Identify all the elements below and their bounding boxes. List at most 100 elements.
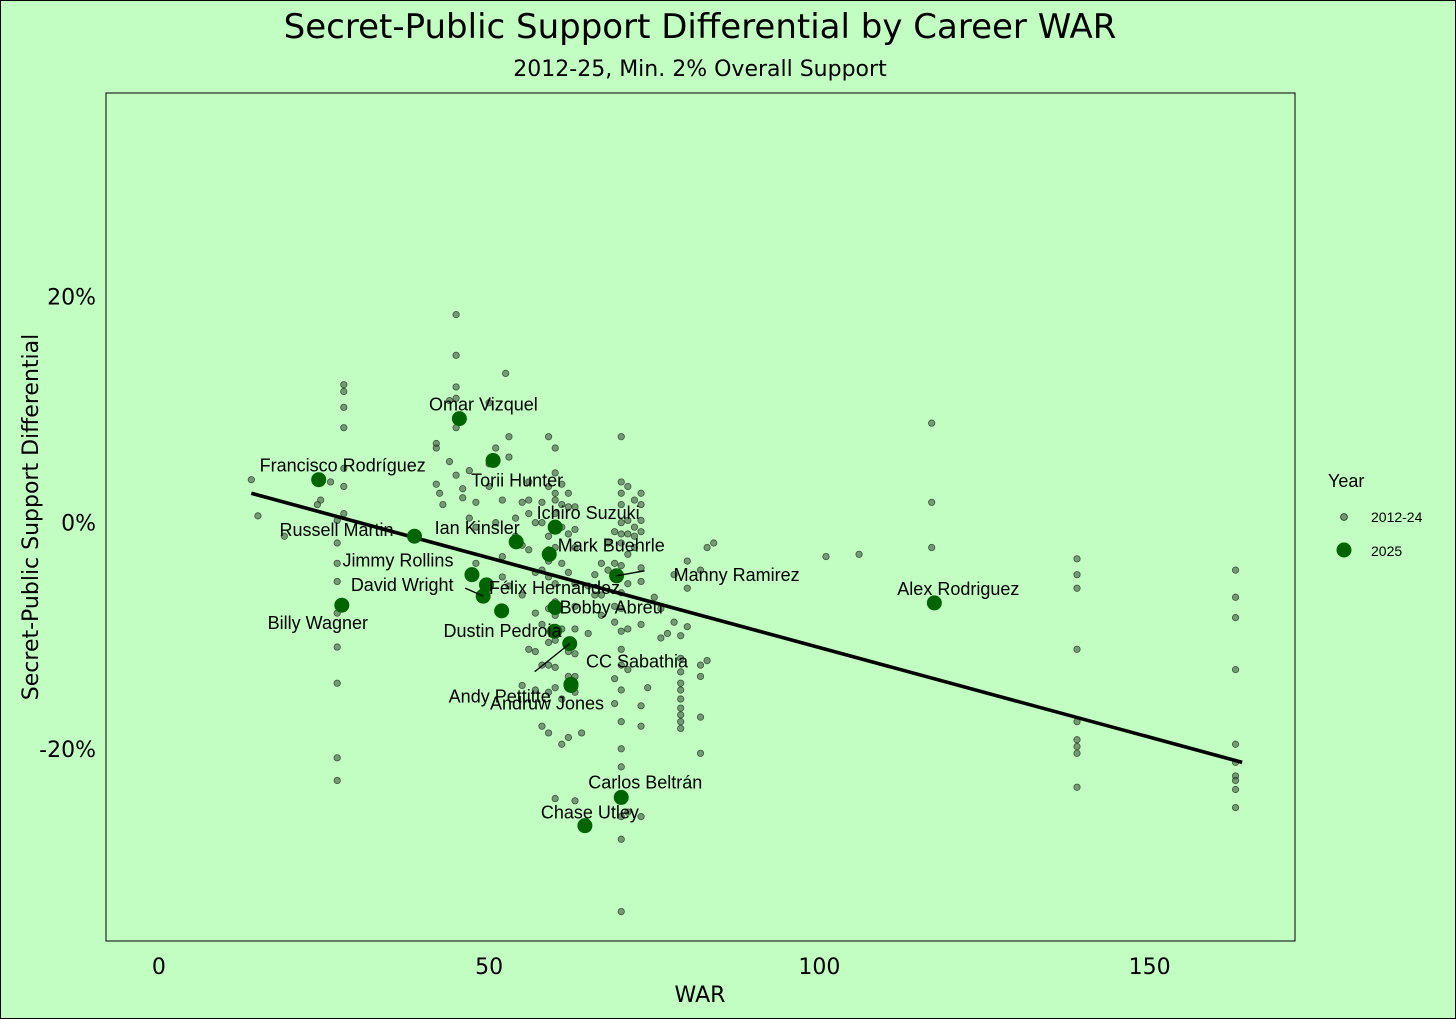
data-point-2012-24 <box>677 704 685 712</box>
data-point-2012-24 <box>703 656 711 665</box>
data-point-2012-24 <box>439 500 447 509</box>
point-label-bobby-abreu: Bobby Abreu <box>560 597 663 617</box>
data-point-2012-24 <box>518 498 526 506</box>
data-point-2025-ichiro-suzuki <box>547 519 563 535</box>
data-point-2012-24 <box>677 668 685 676</box>
series-2025-points <box>311 411 942 834</box>
data-point-2012-24 <box>254 512 262 520</box>
data-point-2012-24 <box>525 496 533 504</box>
x-tick-label: 0 <box>152 955 166 980</box>
chart-subtitle: 2012-25, Min. 2% Overall Support <box>513 57 887 82</box>
data-point-2012-24 <box>677 724 685 733</box>
data-point-2025-ian-kinsler <box>508 534 524 550</box>
data-point-2012-24 <box>617 661 625 669</box>
point-label-carlos-beltran: Carlos Beltrán <box>588 772 702 792</box>
chart-title: Secret-Public Support Differential by Ca… <box>284 7 1117 47</box>
data-point-2012-24 <box>624 808 632 816</box>
point-label-russell-martin: Russell Martin <box>279 520 393 540</box>
data-point-2012-24 <box>571 625 579 633</box>
data-point-2012-24 <box>624 666 632 674</box>
data-point-2012-24 <box>696 672 705 681</box>
y-tick-label: 20% <box>47 286 96 311</box>
data-point-2012-24 <box>624 550 632 558</box>
y-tick-label: 0% <box>61 512 96 537</box>
data-point-2012-24 <box>544 482 553 491</box>
data-point-2012-24 <box>538 519 546 527</box>
data-point-2012-24 <box>333 776 341 785</box>
data-point-2012-24 <box>677 718 685 726</box>
legend-title: Year <box>1328 471 1364 491</box>
data-point-2025-bobby-abreu <box>547 599 563 615</box>
data-point-2012-24 <box>1073 749 1081 757</box>
data-point-2012-24 <box>611 699 619 708</box>
data-point-2012-24 <box>452 394 460 402</box>
data-point-2012-24 <box>333 559 341 567</box>
data-point-2012-24 <box>677 632 685 640</box>
data-point-2012-24 <box>340 482 348 491</box>
data-point-2012-24 <box>617 539 625 547</box>
data-point-2012-24 <box>505 453 513 461</box>
data-point-2012-24 <box>571 503 579 511</box>
data-point-2012-24 <box>465 514 473 522</box>
data-point-2012-24 <box>822 552 830 561</box>
data-point-2012-24 <box>617 519 625 527</box>
data-point-2012-24 <box>624 516 632 524</box>
leader-line-manny-ramirez <box>616 570 645 577</box>
data-point-2012-24 <box>280 532 288 540</box>
data-point-2012-24 <box>617 433 625 441</box>
data-point-2012-24 <box>571 797 579 805</box>
data-point-2012-24 <box>677 654 685 662</box>
data-point-2012-24 <box>1073 555 1081 563</box>
x-axis-title: WAR <box>675 983 726 1008</box>
data-point-2012-24 <box>637 516 645 524</box>
data-point-2012-24 <box>340 424 348 432</box>
legend-key-2025 <box>1336 542 1352 558</box>
data-point-2012-24 <box>928 419 936 427</box>
data-point-2012-24 <box>452 471 460 479</box>
data-point-2012-24 <box>544 661 553 669</box>
data-point-2012-24 <box>617 562 625 570</box>
data-point-2012-24 <box>564 530 572 538</box>
data-point-2012-24 <box>333 643 341 651</box>
data-point-2012-24 <box>571 543 579 552</box>
point-label-torii-hunter: Torii Hunter <box>471 470 563 490</box>
data-point-2012-24 <box>644 684 652 692</box>
data-point-2012-24 <box>637 577 645 586</box>
data-point-2012-24 <box>558 500 566 509</box>
point-label-andruw-jones: Andruw Jones <box>490 693 604 713</box>
data-point-2012-24 <box>333 577 341 586</box>
data-point-2012-24 <box>1231 803 1240 812</box>
data-point-2012-24 <box>617 835 625 843</box>
data-point-2012-24 <box>317 496 325 504</box>
data-point-2012-24 <box>637 500 645 509</box>
data-point-2012-24 <box>459 494 467 502</box>
point-label-ichiro-suzuki: Ichiro Suzuki <box>537 503 640 523</box>
series-2012-24-points <box>247 311 1240 916</box>
data-point-2012-24 <box>624 625 632 633</box>
data-point-2012-24 <box>617 478 625 486</box>
data-point-2012-24 <box>558 480 566 488</box>
data-point-2012-24 <box>670 571 678 579</box>
y-axis-ticks: 20% 0% -20% <box>39 286 96 763</box>
data-point-2012-24 <box>326 478 335 486</box>
data-point-2012-24 <box>637 702 645 710</box>
data-point-2012-24 <box>492 519 500 527</box>
data-point-2012-24 <box>538 498 546 506</box>
data-point-2012-24 <box>617 813 625 821</box>
trend-line-group <box>250 491 1243 765</box>
data-point-2012-24 <box>637 564 645 572</box>
data-point-2025-alex-rodriguez <box>926 595 942 611</box>
point-label-omar-vizquel: Omar Vizquel <box>429 395 538 415</box>
data-point-2012-24 <box>498 552 506 561</box>
data-point-2012-24 <box>551 510 559 518</box>
data-point-2012-24 <box>571 650 579 658</box>
data-point-2012-24 <box>558 559 566 567</box>
legend-label-2025: 2025 <box>1371 543 1402 559</box>
data-point-2025 <box>494 603 510 619</box>
data-point-2012-24 <box>452 311 460 319</box>
data-point-2012-24 <box>465 467 473 475</box>
data-point-2012-24 <box>1231 566 1240 574</box>
data-point-2012-24 <box>432 444 440 452</box>
data-point-2012-24 <box>696 566 705 574</box>
